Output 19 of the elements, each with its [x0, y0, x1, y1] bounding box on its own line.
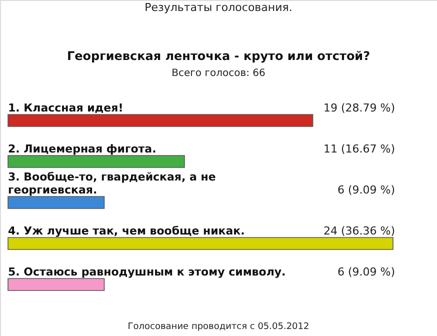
data-label: 6 (9.09 %): [337, 184, 395, 196]
y-tick-label: 1. Классная идея!: [8, 102, 124, 114]
bar: [8, 114, 314, 127]
y-tick-label: 2. Лицемерная фигота.: [8, 142, 156, 156]
y-tick-label: 3. Вообще-то, гвардейская, а не георгиевская.: [8, 170, 216, 196]
chart-title: Георгиевская ленточка - круто или отстой?: [66, 49, 370, 63]
data-label: 24 (36.36 %): [323, 224, 395, 238]
text: Результаты голосования.: [144, 1, 292, 14]
data-label: 19 (28.79 %): [323, 102, 395, 114]
bar: [8, 278, 105, 291]
y-tick-label: 5. Остаюсь равнодушным к этому символу.: [8, 266, 286, 278]
bar: [8, 237, 394, 250]
y-tick-label: 4. Уж лучше так, чем вообще никак.: [8, 224, 245, 238]
data-label: 6 (9.09 %): [337, 266, 395, 278]
bar: [8, 196, 105, 209]
bar: [8, 155, 185, 168]
chart-subtitle: Всего голосов: 66: [172, 68, 266, 79]
data-label: 11 (16.67 %): [323, 142, 395, 156]
text: Голосование проводится с 05.05.2012: [128, 322, 310, 332]
